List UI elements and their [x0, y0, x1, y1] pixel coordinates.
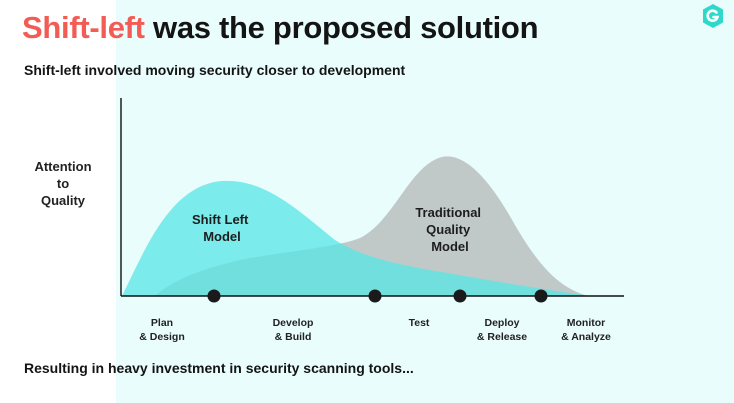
shift-left-label-line: Shift Left	[192, 212, 249, 227]
traditional-model-label: Traditional Quality Model	[415, 205, 484, 254]
stage-marker-develop	[207, 289, 221, 303]
y-axis-label-line: Attention	[34, 159, 92, 174]
stage-marker-monitor	[534, 289, 548, 303]
y-axis-label-line: Quality	[40, 193, 86, 208]
stage-marker-test	[368, 289, 382, 303]
stage-label-monitor: Monitor & Analyze	[561, 317, 611, 343]
stage-label-deploy: Deploy & Release	[476, 317, 528, 343]
title-accent: Shift-left	[22, 10, 145, 45]
traditional-label-line: Quality	[426, 222, 471, 237]
traditional-label-line: Traditional	[415, 205, 481, 220]
subtitle: Shift-left involved moving security clos…	[24, 62, 406, 78]
shift-left-model-curve	[122, 180, 590, 296]
title-rest: was the proposed solution	[144, 10, 539, 45]
traditional-label-line: Model	[431, 239, 469, 254]
stage-label-develop: Develop & Build	[272, 317, 314, 343]
y-axis-label-line: to	[56, 176, 70, 191]
shift-left-model-label: Shift Left Model	[192, 212, 252, 244]
stage-label-plan: Plan & Design	[139, 317, 185, 343]
g-logo-icon	[703, 4, 723, 28]
y-axis-label: Attention to Quality	[18, 158, 108, 209]
footer-text: Resulting in heavy investment in securit…	[24, 360, 414, 376]
shift-left-label-line: Model	[203, 229, 241, 244]
stage-label-test: Test	[408, 317, 430, 329]
stage-marker-deploy	[453, 289, 467, 303]
page-title: Shift-left was the proposed solution	[22, 10, 539, 46]
